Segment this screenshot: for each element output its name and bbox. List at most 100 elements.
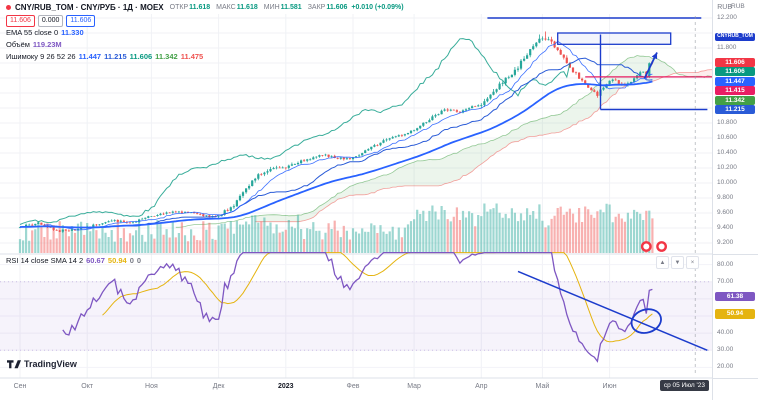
target-box-drawing[interactable] — [557, 32, 672, 45]
rsi-tick-label: 40.00 — [717, 329, 734, 337]
rsi-value: 50.94 — [107, 256, 127, 265]
price-badge: 11.215 — [715, 105, 755, 115]
volume-bars-up — [18, 203, 651, 253]
rsi-line — [62, 251, 653, 363]
tradingview-logo-icon — [7, 360, 21, 369]
open-label: ОТКР — [169, 3, 189, 11]
low-label: МИН — [263, 3, 280, 11]
rsi-value: 0 — [129, 256, 134, 265]
price-scale-currency: RUB — [731, 3, 745, 10]
change-value: +0.010 (+0.09%) — [351, 3, 404, 11]
time-axis-label: Дек — [212, 383, 225, 390]
chart-canvas[interactable] — [0, 0, 712, 400]
price-tick-label: 10.400 — [717, 149, 737, 156]
high-label: МАКС — [216, 3, 236, 11]
price-tick-label: 10.000 — [717, 179, 737, 186]
price-badge: 11.415 — [715, 86, 755, 96]
drawing-value-badge: 11.606 — [6, 14, 35, 27]
ichimoku-value: 11.475 — [180, 52, 204, 61]
candle-wicks-up — [19, 34, 650, 233]
ichimoku-value: 11.215 — [104, 52, 127, 61]
ema-value: 11.330 — [61, 28, 84, 37]
axis-separator — [713, 378, 758, 379]
lead-a-line — [175, 55, 712, 228]
volume-label: Объём — [6, 40, 30, 49]
ichimoku-legend[interactable]: Ишимоку 9 26 52 26 11.447 11.215 11.606 11.… — [6, 51, 206, 62]
pane-close-button[interactable]: × — [686, 256, 699, 269]
price-tick-label: 10.800 — [717, 119, 737, 126]
rsi-legend[interactable]: RSI 14 close SMA 14 2 60.67 50.94 0 0 — [6, 256, 144, 265]
rsi-circle-drawing[interactable] — [628, 306, 664, 337]
rsi-tick-label: 20.00 — [717, 363, 734, 371]
price-tick-label: 10.200 — [717, 164, 737, 171]
tradingview-attribution[interactable]: TradingView — [7, 358, 77, 370]
price-badge: 11.606 — [715, 67, 755, 77]
price-badge: 11.447 — [715, 76, 755, 86]
time-axis-label: Май — [535, 383, 550, 390]
ichimoku-value: 11.342 — [155, 52, 178, 61]
event-marker-icon[interactable] — [656, 241, 667, 252]
ema-label: EMA 55 close 0 — [6, 28, 59, 37]
price-tick-label: 9.200 — [717, 239, 734, 246]
time-axis-label: Мар — [407, 383, 421, 390]
volume-legend[interactable]: Объём 119.23M — [6, 39, 206, 50]
close-value: 11.606 — [326, 3, 348, 11]
event-marker-icon[interactable] — [640, 241, 652, 252]
price-tick-label: 9.800 — [717, 194, 734, 201]
close-label: ЗАКР — [307, 3, 326, 11]
ichimoku-values: 11.447 11.215 11.606 11.342 11.475 — [79, 52, 207, 61]
rsi-tick-label: 30.00 — [717, 346, 734, 354]
rsi-sma-line — [102, 252, 653, 343]
rsi-badge: 50.94 — [715, 309, 755, 319]
volume-value: 119.23M — [32, 40, 62, 49]
pane-move-down-button[interactable]: ▼ — [671, 256, 684, 269]
ichimoku-value: 11.447 — [78, 52, 102, 61]
lagging-span-line — [19, 38, 574, 225]
up-arrow-head — [651, 52, 658, 60]
candle-bodies-down — [31, 38, 654, 232]
low-value: 11.581 — [280, 3, 302, 11]
price-badge: CNYRUB_TOM — [715, 33, 755, 41]
rsi-tick-label: 80.00 — [717, 260, 734, 268]
high-value: 11.618 — [236, 3, 258, 11]
indicator-legend-panel: 11.606 0.000 11.606 EMA 55 close 0 11.330 … — [6, 14, 206, 62]
pane-separator — [713, 254, 758, 255]
ichimoku-label: Ишимоку 9 26 52 26 — [6, 52, 76, 61]
price-tick-label: 12.200 — [717, 14, 737, 21]
ohlc-low: МИН 11.581 — [264, 4, 302, 11]
tradingview-wordmark: TradingView — [24, 359, 77, 369]
ohlc-open: ОТКР 11.618 — [170, 4, 211, 11]
price-badge: 11.342 — [715, 95, 755, 105]
price-tick-label: 9.600 — [717, 209, 734, 216]
rsi-badge: 61.38 — [715, 291, 755, 301]
candle-bodies-up — [18, 38, 651, 232]
chart-header: CNY/RUB_TOM · CNY/РУБ · 1Д · MOEX ОТКР 11… — [0, 0, 758, 14]
volume-bars-down — [31, 206, 654, 253]
price-scale[interactable]: RUB CNYRUB_TOM 11.606 11.606 11.447 11.415 11… — [712, 0, 758, 400]
drawing-value-badge: 11.606 — [66, 14, 96, 27]
ichimoku-value: 11.606 — [129, 52, 153, 61]
rsi-value: 60.67 — [86, 256, 105, 265]
rsi-values: 60.67 50.94 0 0 — [86, 256, 144, 265]
time-axis-label: Фев — [346, 383, 360, 390]
time-axis-label: Июн — [602, 383, 617, 390]
ohlc-close: ЗАКР 11.606 — [308, 4, 348, 11]
open-value: 11.618 — [189, 3, 211, 11]
price-tick-label: 9.400 — [717, 224, 734, 231]
time-scale[interactable]: ср 05 Июл '23 Сен Окт Ноя Дек 2023 Фев Мар Апр М… — [0, 378, 758, 400]
rsi-pane-controls: ▲ ▼ × — [656, 256, 699, 269]
ema55-line — [19, 80, 653, 229]
rsi-label: RSI 14 close SMA 14 2 — [6, 256, 84, 265]
symbol-title[interactable]: CNY/RUB_TOM · CNY/РУБ · 1Д · MOEX — [15, 2, 164, 12]
instrument-icon — [6, 4, 11, 10]
price-tick-label: 11.800 — [717, 44, 737, 51]
pane-move-up-button[interactable]: ▲ — [656, 256, 669, 269]
lead-b-line — [255, 69, 712, 223]
drawing-values-row: 11.606 0.000 11.606 — [6, 14, 206, 27]
ema-legend[interactable]: EMA 55 close 0 11.330 — [6, 27, 206, 38]
time-axis-label: Сен — [13, 383, 27, 390]
conversion-line — [44, 40, 653, 231]
currency-label: RUB — [717, 3, 732, 11]
rsi-trendline-drawing[interactable] — [517, 270, 708, 351]
